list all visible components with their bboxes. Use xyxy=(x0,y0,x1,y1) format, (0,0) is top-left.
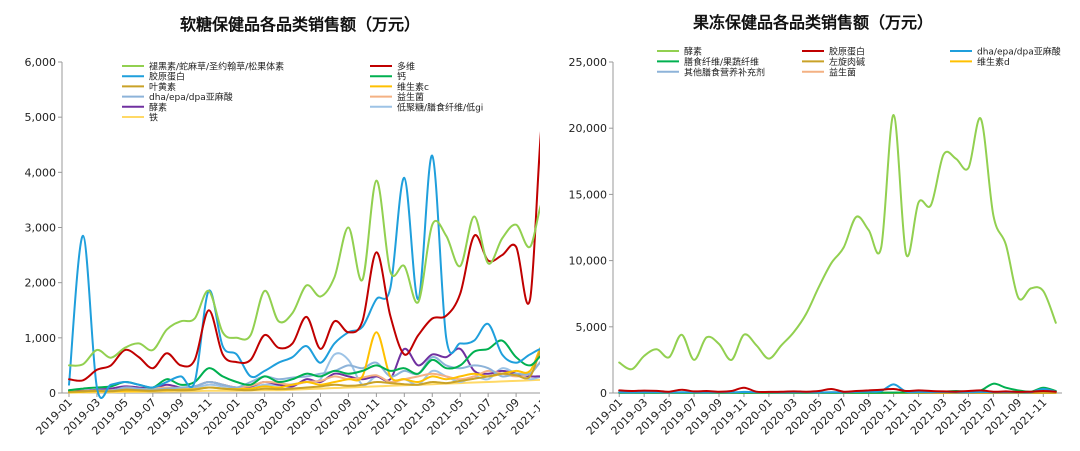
legend-label: 益生菌 xyxy=(397,91,424,103)
y-tick-label: 2,000 xyxy=(25,277,57,290)
legend-label: 钙 xyxy=(397,71,406,83)
y-tick-label: 0 xyxy=(600,387,607,400)
legend-label: 其他膳食营养补充剂 xyxy=(684,66,765,78)
legend-label: 维生素d xyxy=(977,56,1010,68)
legend-label: 左旋肉碱 xyxy=(829,56,865,68)
chart-title: 软糖保健品各品类销售额（万元） xyxy=(180,15,420,34)
legend-label: 褪黑素/蛇麻草/圣约翰草/松果体素 xyxy=(149,61,284,73)
series-line xyxy=(618,113,1057,371)
y-tick-label: 15,000 xyxy=(569,188,608,201)
legend-label: 维生素c xyxy=(397,81,429,93)
jelly-sales-chart: 果冻保健品各品类销售额（万元） 0 5,000 10,000 15,000 20,000 2… xyxy=(569,13,1062,438)
series-line xyxy=(68,154,540,399)
legend-label: 铁 xyxy=(149,112,158,124)
series-line xyxy=(68,130,540,382)
legend-label: 胶原蛋白 xyxy=(149,71,185,83)
y-tick-label: 25,000 xyxy=(569,56,608,69)
legend-label: 低聚糖/膳食纤维/低gi xyxy=(397,101,483,113)
y-tick-label: 6,000 xyxy=(25,56,57,69)
y-tick-label: 10,000 xyxy=(569,255,608,268)
legend-label: 膳食纤维/果蔬纤维 xyxy=(684,56,759,68)
series-group xyxy=(618,113,1057,394)
softgum-sales-chart: 软糖保健品各品类销售额（万元） 0 1,000 2,000 3,000 4,000 5,00… xyxy=(25,15,540,438)
y-tick-label: 4,000 xyxy=(25,166,57,179)
legend-label: 益生菌 xyxy=(829,66,856,78)
legend-label: 胶原蛋白 xyxy=(829,46,865,58)
y-tick-label: 20,000 xyxy=(569,122,608,135)
y-tick-label: 5,000 xyxy=(576,321,608,334)
chart-title: 果冻保健品各品类销售额（万元） xyxy=(692,13,933,32)
series-line xyxy=(68,349,540,393)
legend-label: dha/epa/dpa亚麻酸 xyxy=(149,91,233,103)
legend-label: 多维 xyxy=(397,61,415,73)
series-line xyxy=(68,179,540,367)
legend-label: 酵素 xyxy=(684,46,702,58)
y-tick-label: 3,000 xyxy=(25,222,57,235)
series-group xyxy=(68,130,540,399)
legend-label: 叶黄素 xyxy=(149,81,176,93)
series-line xyxy=(618,386,1057,394)
legend-label: 酵素 xyxy=(149,101,167,113)
y-tick-label: 0 xyxy=(49,387,56,400)
y-tick-label: 1,000 xyxy=(25,332,57,345)
legend-label: dha/epa/dpa亚麻酸 xyxy=(977,46,1061,58)
y-tick-label: 5,000 xyxy=(25,111,57,124)
